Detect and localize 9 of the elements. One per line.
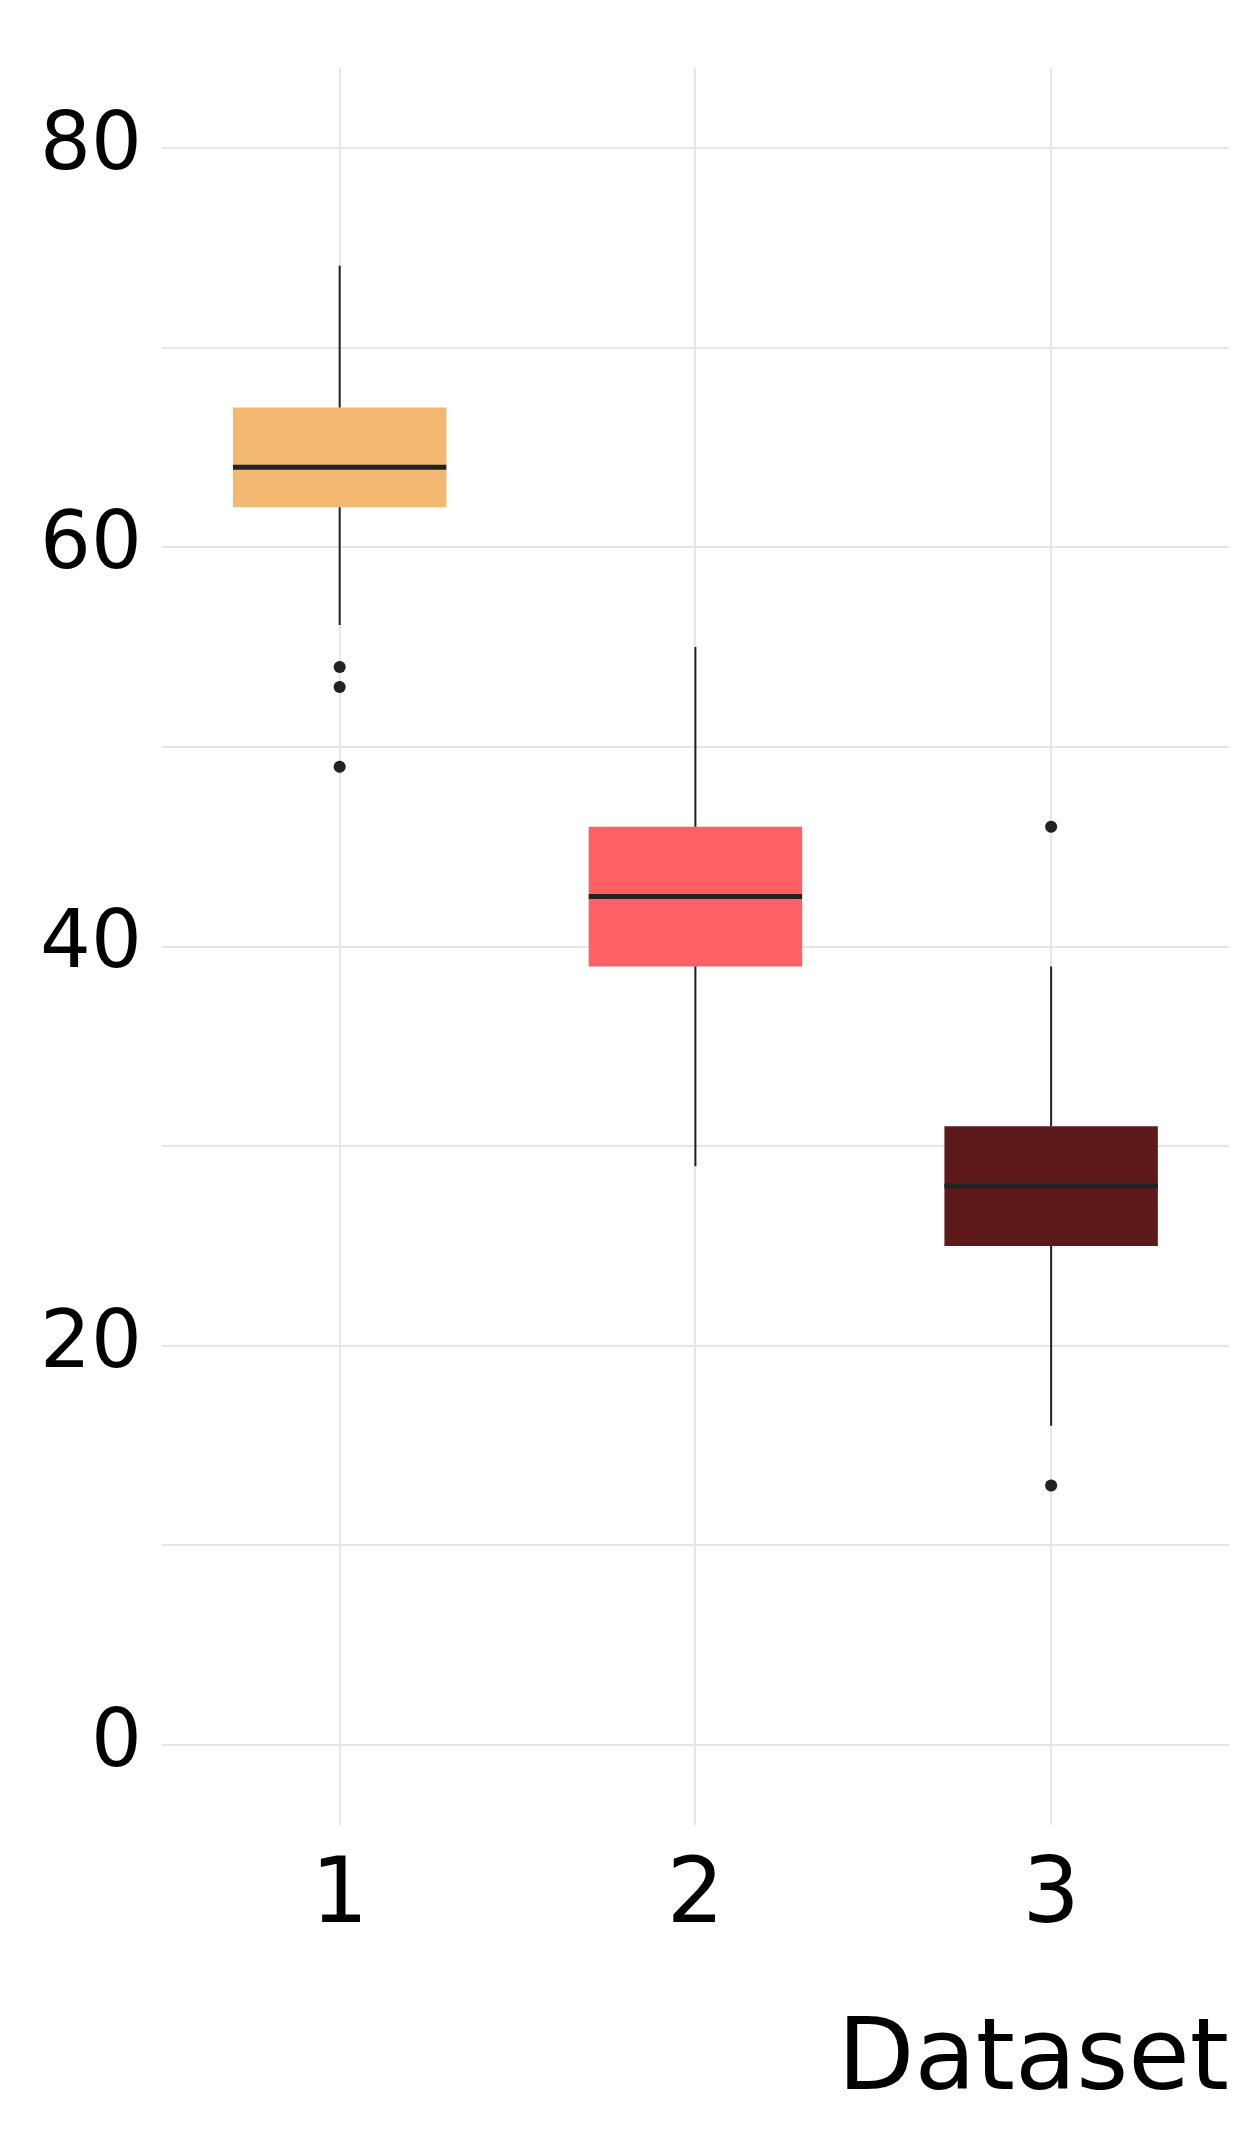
y-tick-label: 0 [90,1691,142,1785]
x-axis-title: Dataset [837,1995,1229,2113]
y-tick-label: 40 [40,893,142,987]
x-tick-label: 1 [311,1838,369,1944]
y-tick-label: 60 [40,493,142,587]
x-tick-label: 2 [666,1838,725,1944]
y-tick-label: 20 [40,1292,142,1386]
y-tick-label: 80 [40,94,142,188]
x-tick-label: 3 [1022,1838,1080,1944]
